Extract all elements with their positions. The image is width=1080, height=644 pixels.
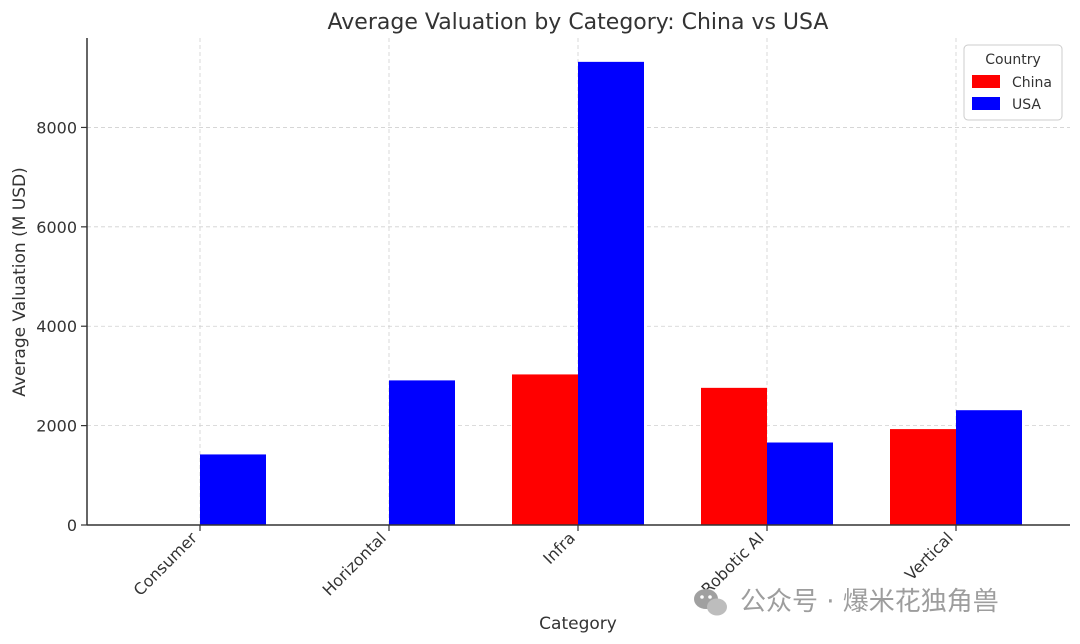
y-tick-label: 0 xyxy=(67,516,77,535)
x-tick-label: Consumer xyxy=(130,528,201,599)
bar-usa-vertical xyxy=(956,410,1022,525)
watermark-text: 公众号 · 爆米花独角兽 xyxy=(740,587,999,617)
bar-china-infra xyxy=(512,374,578,525)
legend-title: Country xyxy=(985,52,1041,68)
legend-swatch-usa xyxy=(972,97,1000,110)
y-ticks: 0 2000 4000 6000 8000 xyxy=(36,118,87,535)
bar-usa-consumer xyxy=(200,454,266,525)
bar-china-vertical xyxy=(890,429,956,525)
x-axis-label: Category xyxy=(539,614,617,634)
legend-label-usa: USA xyxy=(1012,97,1041,113)
bars xyxy=(200,61,1022,526)
chart-title: Average Valuation by Category: China vs … xyxy=(328,10,829,35)
legend-swatch-china xyxy=(972,75,1000,88)
x-tick-label: Horizontal xyxy=(319,528,390,599)
x-tick-label: Infra xyxy=(539,528,579,568)
y-axis-label: Average Valuation (M USD) xyxy=(10,167,30,396)
legend: Country China USA xyxy=(963,44,1063,121)
bar-china-robotic-ai xyxy=(701,387,767,525)
y-tick-label: 4000 xyxy=(36,317,77,336)
y-tick-label: 2000 xyxy=(36,417,77,436)
legend-label-china: China xyxy=(1012,75,1052,91)
bar-usa-horizontal xyxy=(389,380,455,525)
x-tick-label: Vertical xyxy=(901,528,957,584)
y-tick-label: 6000 xyxy=(36,218,77,237)
y-tick-label: 8000 xyxy=(36,118,77,137)
watermark: 公众号 · 爆米花独角兽 xyxy=(694,587,999,617)
wechat-icon xyxy=(694,589,727,616)
bar-usa-infra xyxy=(578,61,644,526)
bar-usa-robotic-ai xyxy=(767,442,833,525)
